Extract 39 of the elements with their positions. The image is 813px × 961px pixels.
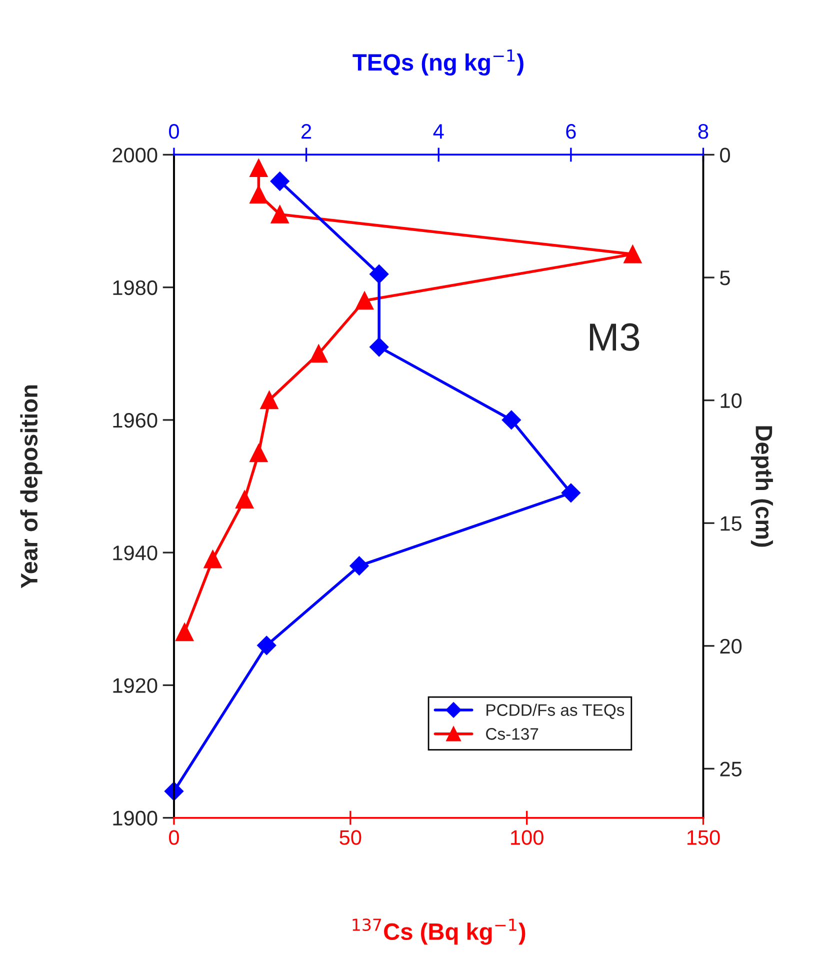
legend-label: Cs-137 xyxy=(486,728,538,740)
point xyxy=(260,391,278,410)
legend-label: PCDD/Fs as TEQs xyxy=(486,704,624,719)
point xyxy=(270,205,289,224)
x2-tick-label: 6 xyxy=(566,124,576,139)
point xyxy=(250,444,268,462)
y-tick-label: 1960 xyxy=(113,412,158,428)
y-axis-title: Year of deposition xyxy=(20,385,42,588)
y2-tick-label: 15 xyxy=(720,516,742,531)
x-axis-title: $^{137}$Cs (Bq kg$^{−1}$) xyxy=(352,918,526,945)
y2-tick-label: 20 xyxy=(720,638,742,654)
point xyxy=(176,623,194,642)
x-tick-label: 100 xyxy=(511,830,544,845)
y2-tick-label: 0 xyxy=(720,148,730,162)
x-tick-label: 150 xyxy=(687,830,720,845)
y-tick-label: 1940 xyxy=(113,546,158,560)
y2-tick-label: 5 xyxy=(720,270,730,286)
point xyxy=(250,185,268,204)
point xyxy=(204,550,222,568)
x2-tick-label: 8 xyxy=(698,124,708,139)
y2-tick-label: 10 xyxy=(720,393,742,408)
y2-tick-label: 25 xyxy=(720,762,742,776)
x-tick-label: 50 xyxy=(340,830,362,845)
y2-axis-title: Depth (cm) xyxy=(750,426,773,547)
point xyxy=(236,490,254,509)
point xyxy=(250,158,268,178)
annotation: M3 xyxy=(590,323,640,351)
x2-axis-title: TEQs (ng kg$^{−1}$) xyxy=(352,49,524,76)
x-tick-label: 0 xyxy=(169,830,179,845)
y-tick-label: 2000 xyxy=(112,148,158,162)
y-tick-label: 1900 xyxy=(113,810,158,826)
x2-tick-label: 0 xyxy=(169,124,179,139)
x2-tick-label: 2 xyxy=(302,124,312,139)
y-tick-label: 1980 xyxy=(113,280,158,296)
point xyxy=(310,344,328,363)
point xyxy=(355,292,374,310)
point xyxy=(624,245,642,264)
y-tick-label: 1920 xyxy=(113,678,158,693)
x2-tick-label: 4 xyxy=(433,124,444,139)
